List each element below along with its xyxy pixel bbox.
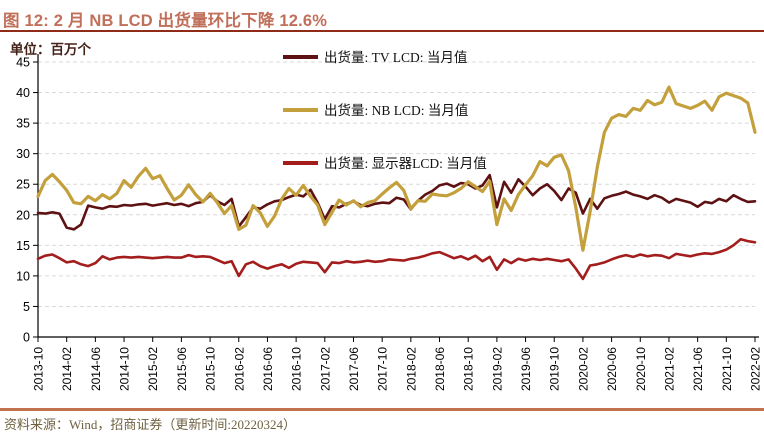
x-tick-label: 2021-02 [662,347,676,391]
y-tick-label: 10 [16,269,30,283]
gridlines [38,61,755,307]
y-tick-label: 45 [16,56,30,70]
x-tick-label: 2015-02 [146,347,160,391]
x-tick-label: 2018-10 [462,347,476,391]
legend-label: 出货量: NB LCD: 当月值 [324,102,468,118]
x-tick-label: 2017-06 [347,347,361,391]
series-tv-lcd [36,173,757,231]
figure-title: 图 12: 2 月 NB LCD 出货量环比下降 12.6% [3,12,328,30]
x-axis: 2013-10 2014-02 2014-06 2014-10 2015-02 2015-… [32,336,763,391]
y-tick-label: 40 [16,86,30,100]
y-tick-label: 5 [23,300,30,314]
y-tick-label: 15 [16,239,30,253]
x-tick-label: 2018-02 [404,347,418,391]
y-tick-label: 20 [16,208,30,222]
x-tick-label: 2019-02 [490,347,504,391]
unit-label: 单位：百万个 [10,42,91,57]
x-tick-label: 2015-10 [204,347,218,391]
x-tick-label: 2018-06 [433,347,447,391]
legend-item: 出货量: NB LCD: 当月值 [283,102,468,118]
x-tick-label: 2014-10 [118,347,132,391]
x-tick-label: 2021-06 [691,347,705,391]
y-axis: 0 5 10 15 20 25 30 35 40 45 [16,54,39,345]
legend-label: 出货量: TV LCD: 当月值 [324,49,467,65]
x-tick-label: 2020-02 [576,347,590,391]
y-tick-label: 25 [16,178,30,192]
footer-rule [0,408,764,411]
x-tick-label: 2020-06 [605,347,619,391]
x-tick-label: 2017-10 [376,347,390,391]
x-tick-label: 2016-06 [261,347,275,391]
x-tick-label: 2022-02 [749,347,763,391]
x-tick-label: 2015-06 [175,347,189,391]
x-tick-label: 2020-10 [634,347,648,391]
x-tick-label: 2014-06 [89,347,103,391]
source-note: 资料来源：Wind，招商证券（更新时间:20220324） [4,417,296,432]
x-tick-label: 2017-02 [318,347,332,391]
y-tick-label: 35 [16,117,30,131]
x-tick-label: 2021-10 [720,347,734,391]
x-tick-label: 2019-06 [519,347,533,391]
series-nb-lcd [36,85,757,252]
y-tick-label: 30 [16,147,30,161]
title-underline [0,30,764,32]
x-tick-label: 2013-10 [32,347,46,391]
x-tick-label: 2016-10 [290,347,304,391]
legend-item: 出货量: 显示器LCD: 当月值 [283,155,487,171]
legend-label: 出货量: 显示器LCD: 当月值 [324,155,487,171]
x-tick-label: 2019-10 [548,347,562,391]
x-tick-label: 2016-02 [232,347,246,391]
x-tick-label: 2014-02 [60,347,74,391]
series-monitor-lcd [36,237,757,281]
y-tick-label: 0 [23,331,30,345]
legend-item: 出货量: TV LCD: 当月值 [283,49,467,65]
